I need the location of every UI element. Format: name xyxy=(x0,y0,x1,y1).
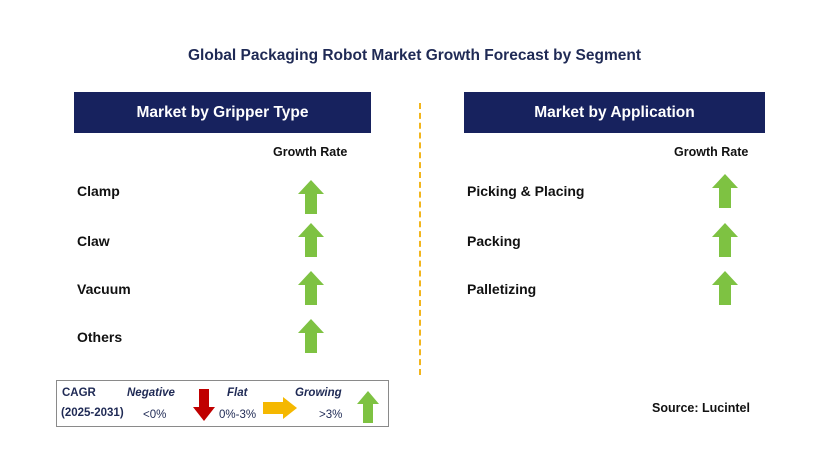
legend-flat-label: Flat xyxy=(227,387,248,399)
legend-growing-label: Growing xyxy=(295,387,342,399)
row-label-claw: Claw xyxy=(77,233,110,249)
up-arrow-icon xyxy=(712,271,738,305)
up-arrow-icon xyxy=(298,319,324,353)
row-label-others: Others xyxy=(77,329,123,345)
down-arrow-icon xyxy=(193,389,215,421)
row-label-packing: Packing xyxy=(467,233,521,249)
legend-flat-range: 0%-3% xyxy=(219,409,257,421)
source-credit: Source: Lucintel xyxy=(652,401,750,415)
legend-growing-range: >3% xyxy=(319,409,343,421)
application-header: Market by Application xyxy=(464,92,765,133)
chart-title: Global Packaging Robot Market Growth For… xyxy=(187,47,642,64)
row-label-clamp: Clamp xyxy=(77,183,120,199)
legend-negative-range: <0% xyxy=(143,409,167,421)
panel-divider xyxy=(419,103,421,375)
row-label-picking-placing: Picking & Placing xyxy=(467,183,585,199)
up-arrow-icon xyxy=(298,271,324,305)
legend-negative-label: Negative xyxy=(127,387,175,399)
up-arrow-icon xyxy=(712,223,738,257)
growth-rate-label-right: Growth Rate xyxy=(674,145,749,159)
row-label-vacuum: Vacuum xyxy=(77,281,131,297)
up-arrow-icon xyxy=(298,180,324,214)
growth-rate-label-left: Growth Rate xyxy=(273,145,348,159)
legend-cagr-label: CAGR xyxy=(62,387,96,399)
gripper-type-header: Market by Gripper Type xyxy=(74,92,371,133)
legend-period: (2025-2031) xyxy=(61,407,124,419)
cagr-legend: CAGR (2025-2031) Negative <0% Flat 0%-3%… xyxy=(56,380,389,427)
right-arrow-icon xyxy=(263,397,297,419)
up-arrow-icon xyxy=(357,391,379,423)
up-arrow-icon xyxy=(712,174,738,208)
row-label-palletizing: Palletizing xyxy=(467,281,537,297)
up-arrow-icon xyxy=(298,223,324,257)
